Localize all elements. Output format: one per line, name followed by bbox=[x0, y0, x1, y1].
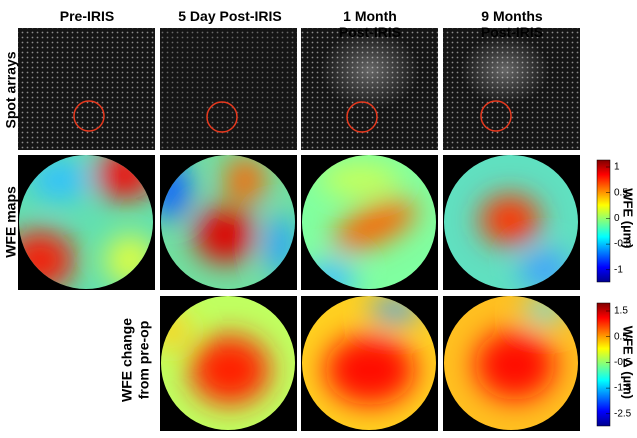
spot-arrays bbox=[18, 28, 580, 150]
colorbar-tick-label: -2.5 bbox=[614, 408, 632, 419]
colorbar-tick-label: 0 bbox=[614, 213, 620, 224]
row-label: from pre-op bbox=[136, 321, 152, 400]
colorbar-tick-label: 0.5 bbox=[614, 331, 628, 342]
colorbar bbox=[596, 302, 611, 427]
wfe-maps bbox=[18, 155, 580, 290]
colorbar-tick-label: -1 bbox=[614, 264, 623, 275]
colorbar-tick-label: 1 bbox=[614, 162, 620, 173]
colorbar-label: WFE (µm) bbox=[621, 188, 636, 248]
row-label: WFE maps bbox=[3, 186, 19, 258]
colorbar-tick-label: 1.5 bbox=[614, 306, 628, 317]
column-header: Post-IRIS bbox=[339, 24, 401, 40]
colorbar-label: WFE Δ (µm) bbox=[621, 326, 636, 399]
column-header: Post-IRIS bbox=[481, 24, 543, 40]
column-header: 5 Day Post-IRIS bbox=[178, 8, 281, 24]
wfe-change-maps bbox=[160, 296, 580, 431]
colorbar-tick-label: -0.5 bbox=[614, 239, 632, 250]
column-header: 1 Month bbox=[343, 8, 397, 24]
row-label: Spot arrays bbox=[3, 51, 19, 128]
colorbar-tick-label: 0.5 bbox=[614, 187, 628, 198]
colorbar-tick-label: -0.5 bbox=[614, 357, 632, 368]
column-header: 9 Months bbox=[481, 8, 543, 24]
column-header: Pre-IRIS bbox=[60, 8, 114, 24]
colorbar-tick-label: -1.5 bbox=[614, 383, 632, 394]
row-label: WFE change bbox=[119, 318, 135, 402]
colorbar bbox=[596, 159, 611, 283]
